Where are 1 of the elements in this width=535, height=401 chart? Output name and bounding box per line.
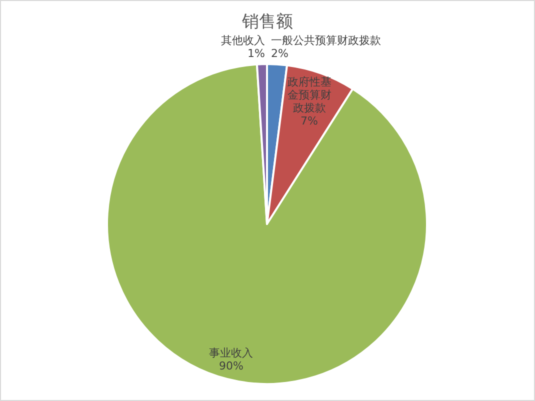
title: 销售额	[242, 12, 293, 32]
